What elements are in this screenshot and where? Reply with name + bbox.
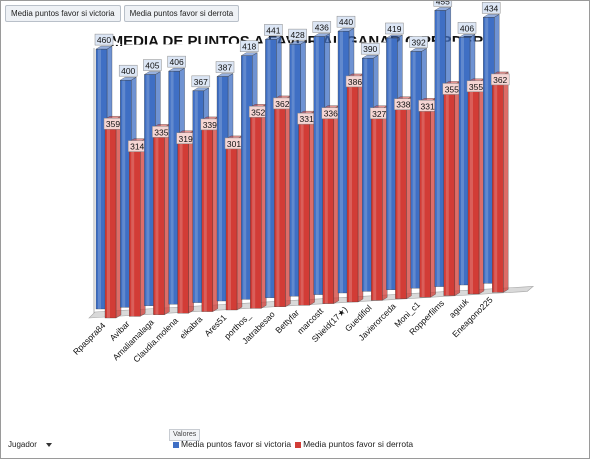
category-label-0: Rpaspra84 bbox=[71, 320, 108, 357]
label-derrota-12: 338 bbox=[396, 100, 410, 110]
bar-derrota-2 bbox=[152, 124, 170, 316]
label-victoria-14-box bbox=[433, 1, 453, 7]
label-derrota-2: 335 bbox=[154, 127, 168, 137]
label-victoria-12-box bbox=[385, 22, 404, 35]
label-victoria-6: 418 bbox=[242, 42, 256, 52]
label-victoria-9-box bbox=[312, 21, 332, 33]
label-victoria-10: 440 bbox=[339, 17, 353, 27]
bar-derrota-14 bbox=[443, 81, 461, 296]
label-derrota-9: 336 bbox=[324, 109, 338, 119]
label-victoria-8-box bbox=[288, 28, 307, 41]
chevron-down-icon bbox=[46, 443, 52, 447]
label-derrota-13: 331 bbox=[421, 101, 435, 111]
label-victoria-4-box bbox=[191, 75, 211, 88]
label-victoria-9: 436 bbox=[315, 22, 329, 32]
label-derrota-3: 319 bbox=[179, 134, 193, 144]
bar-derrota-15 bbox=[467, 78, 485, 295]
label-victoria-7-box bbox=[264, 24, 283, 36]
label-victoria-5: 387 bbox=[218, 63, 232, 73]
label-victoria-16-box bbox=[481, 2, 501, 14]
label-derrota-0: 359 bbox=[106, 119, 120, 129]
label-victoria-4: 367 bbox=[194, 77, 208, 87]
tab-derrota[interactable]: Media puntos favor si derrota bbox=[123, 5, 240, 22]
label-victoria-15: 406 bbox=[460, 23, 474, 33]
legend-label-victoria: Media puntos favor si victoria bbox=[181, 439, 292, 449]
label-victoria-1: 400 bbox=[121, 66, 135, 76]
label-victoria-10-box bbox=[336, 15, 356, 28]
legend-label-derrota: Media puntos favor si derrota bbox=[303, 439, 414, 449]
label-victoria-0: 460 bbox=[97, 35, 111, 45]
label-victoria-1-box bbox=[118, 64, 138, 77]
bar-derrota-9 bbox=[322, 105, 340, 304]
label-victoria-0-box bbox=[94, 33, 114, 46]
label-victoria-5-box bbox=[215, 61, 235, 73]
tab-victoria[interactable]: Media puntos favor si victoria bbox=[5, 5, 121, 22]
bar-derrota-16 bbox=[491, 71, 509, 293]
bar-derrota-13 bbox=[419, 98, 437, 298]
label-derrota-15: 355 bbox=[469, 82, 483, 92]
label-victoria-15-box bbox=[457, 22, 477, 34]
label-derrota-8: 331 bbox=[300, 114, 314, 124]
label-victoria-14: 455 bbox=[436, 1, 450, 6]
bar-derrota-11 bbox=[370, 105, 388, 301]
label-victoria-3: 406 bbox=[170, 57, 184, 67]
label-victoria-8: 428 bbox=[291, 30, 305, 40]
label-victoria-13: 392 bbox=[412, 37, 426, 47]
legend-swatch-derrota bbox=[295, 441, 302, 448]
label-derrota-4: 339 bbox=[203, 120, 217, 130]
bar-derrota-4 bbox=[201, 116, 219, 312]
bar-derrota-12 bbox=[394, 96, 412, 300]
bar-derrota-7 bbox=[273, 95, 291, 308]
label-derrota-10: 386 bbox=[348, 77, 362, 87]
legend-swatch-victoria bbox=[173, 441, 179, 448]
label-victoria-3-box bbox=[167, 55, 186, 68]
label-derrota-16: 362 bbox=[493, 75, 507, 85]
label-victoria-6-box bbox=[239, 40, 259, 52]
label-derrota-5: 301 bbox=[227, 139, 241, 149]
label-derrota-14: 355 bbox=[445, 84, 459, 94]
bar-derrota-5 bbox=[225, 135, 243, 311]
label-derrota-6: 352 bbox=[251, 107, 265, 117]
chart-legend: Media puntos favor si victoria Media pun… bbox=[173, 439, 413, 449]
values-field-button[interactable]: Valores bbox=[169, 429, 201, 441]
label-derrota-1: 314 bbox=[130, 142, 144, 152]
category-label-4: eikabra bbox=[177, 314, 204, 341]
label-victoria-12: 419 bbox=[387, 24, 401, 34]
label-victoria-13-box bbox=[409, 36, 428, 48]
bar-derrota-0 bbox=[104, 115, 122, 319]
player-filter-dropdown[interactable]: Jugador bbox=[6, 438, 54, 451]
bar-derrota-3 bbox=[177, 130, 195, 314]
bar-derrota-6 bbox=[249, 104, 267, 309]
bar-derrota-8 bbox=[298, 110, 316, 306]
label-victoria-11-box bbox=[360, 42, 380, 55]
label-victoria-11: 390 bbox=[363, 44, 377, 54]
label-victoria-7: 441 bbox=[266, 25, 280, 35]
label-derrota-11: 327 bbox=[372, 109, 386, 119]
label-victoria-16: 434 bbox=[484, 3, 498, 13]
bar-derrota-10 bbox=[346, 73, 364, 303]
label-derrota-16-box bbox=[490, 73, 510, 86]
player-filter-label: Jugador bbox=[8, 440, 37, 449]
label-victoria-2-box bbox=[143, 59, 162, 71]
legend-item-victoria: Media puntos favor si victoria bbox=[173, 439, 291, 449]
label-derrota-7: 362 bbox=[275, 99, 289, 109]
field-buttons: Media puntos favor si victoria Media pun… bbox=[5, 5, 240, 22]
bar-derrota-1 bbox=[128, 138, 146, 317]
label-victoria-2: 405 bbox=[145, 61, 159, 71]
legend-item-derrota: Media puntos favor si derrota bbox=[295, 439, 413, 449]
